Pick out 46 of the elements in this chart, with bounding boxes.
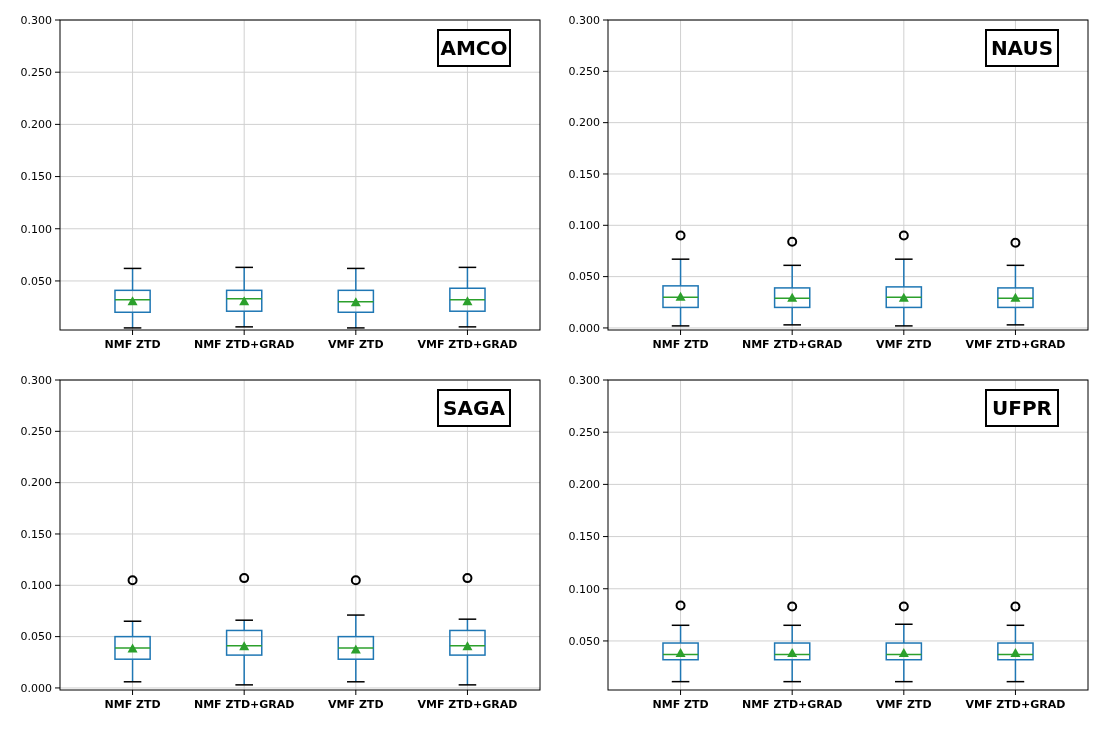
y-tick-label: 0.250 [568, 426, 600, 440]
y-tick-label: 0.100 [20, 579, 52, 593]
y-tick-label: 0.200 [568, 478, 600, 492]
x-tick-label: NMF ZTD+GRAD [741, 698, 843, 711]
y-tick-label: 0.250 [568, 65, 600, 79]
text: NAUS [990, 36, 1054, 60]
x-tick-label: VMF ZTD [876, 698, 932, 711]
y-tick-label: 0.200 [568, 116, 600, 130]
y-tick-label: 0.050 [20, 630, 52, 644]
x-tick-label: VMF ZTD+GRAD [965, 698, 1066, 711]
y-tick-label: 0.300 [568, 373, 600, 387]
y-tick-label: 0.050 [568, 270, 600, 284]
y-tick-label: 0.250 [20, 66, 52, 80]
text: SAGA [443, 396, 506, 420]
x-tick-label: NMF ZTD [652, 698, 709, 711]
y-tick-label: 0.150 [568, 530, 600, 544]
x-tick-label: NMF ZTD [104, 338, 161, 351]
y-tick-label: 0.200 [20, 118, 52, 132]
y-tick-label: 0.100 [568, 582, 600, 596]
x-tick-label: NMF ZTD [104, 698, 161, 711]
y-tick-label: 0.150 [20, 170, 52, 184]
x-tick-label: VMF ZTD+GRAD [417, 338, 518, 351]
y-tick-label: 0.100 [568, 219, 600, 233]
x-tick-label: VMF ZTD+GRAD [417, 698, 518, 711]
x-tick-label: NMF ZTD [652, 338, 709, 351]
x-tick-label: VMF ZTD+GRAD [965, 338, 1066, 351]
x-tick-label: NMF ZTD+GRAD [193, 338, 295, 351]
y-tick-label: 0.300 [568, 13, 600, 27]
x-tick-label: NMF ZTD+GRAD [741, 338, 843, 351]
y-tick-label: 0.050 [20, 274, 52, 288]
y-tick-label: 0.000 [568, 321, 600, 335]
y-tick-label: 0.150 [568, 167, 600, 181]
text: AMCO [440, 36, 508, 60]
y-tick-label: 0.300 [20, 373, 52, 387]
text: UFPR [992, 396, 1052, 420]
y-tick-label: 0.100 [20, 222, 52, 236]
y-tick-label: 0.200 [20, 476, 52, 490]
x-tick-label: NMF ZTD+GRAD [193, 698, 295, 711]
y-tick-label: 0.250 [20, 425, 52, 439]
x-tick-label: VMF ZTD [876, 338, 932, 351]
y-tick-label: 0.150 [20, 527, 52, 541]
x-tick-label: VMF ZTD [328, 338, 384, 351]
y-tick-label: 0.050 [568, 634, 600, 648]
y-tick-label: 0.300 [20, 13, 52, 27]
y-tick-label: 0.000 [20, 681, 52, 695]
x-tick-label: VMF ZTD [328, 698, 384, 711]
